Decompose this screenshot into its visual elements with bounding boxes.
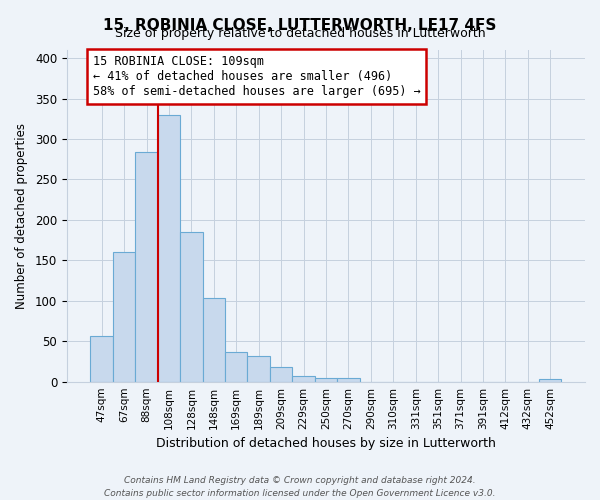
Bar (247, 356, 270, 382)
Text: 15, ROBINIA CLOSE, LUTTERWORTH, LE17 4FS: 15, ROBINIA CLOSE, LUTTERWORTH, LE17 4FS (103, 18, 497, 32)
Bar (180, 232, 203, 382)
Y-axis label: Number of detached properties: Number of detached properties (15, 123, 28, 309)
Text: Size of property relative to detached houses in Lutterworth: Size of property relative to detached ho… (115, 28, 485, 40)
Bar (225, 352, 247, 382)
Bar (158, 114, 180, 382)
Bar (292, 376, 315, 382)
Bar (337, 378, 359, 382)
Text: Contains HM Land Registry data © Crown copyright and database right 2024.
Contai: Contains HM Land Registry data © Crown c… (104, 476, 496, 498)
Bar (91, 336, 113, 382)
Bar (315, 378, 337, 382)
Bar (136, 152, 158, 382)
Bar (113, 252, 136, 382)
Text: 15 ROBINIA CLOSE: 109sqm
← 41% of detached houses are smaller (496)
58% of semi-: 15 ROBINIA CLOSE: 109sqm ← 41% of detach… (93, 55, 421, 98)
X-axis label: Distribution of detached houses by size in Lutterworth: Distribution of detached houses by size … (156, 437, 496, 450)
Bar (270, 367, 292, 382)
Bar (539, 380, 562, 382)
Bar (203, 298, 225, 382)
